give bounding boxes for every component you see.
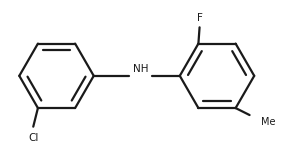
Text: Me: Me (261, 117, 276, 127)
Text: Cl: Cl (28, 133, 38, 143)
Text: F: F (197, 13, 202, 23)
Text: NH: NH (133, 64, 148, 74)
